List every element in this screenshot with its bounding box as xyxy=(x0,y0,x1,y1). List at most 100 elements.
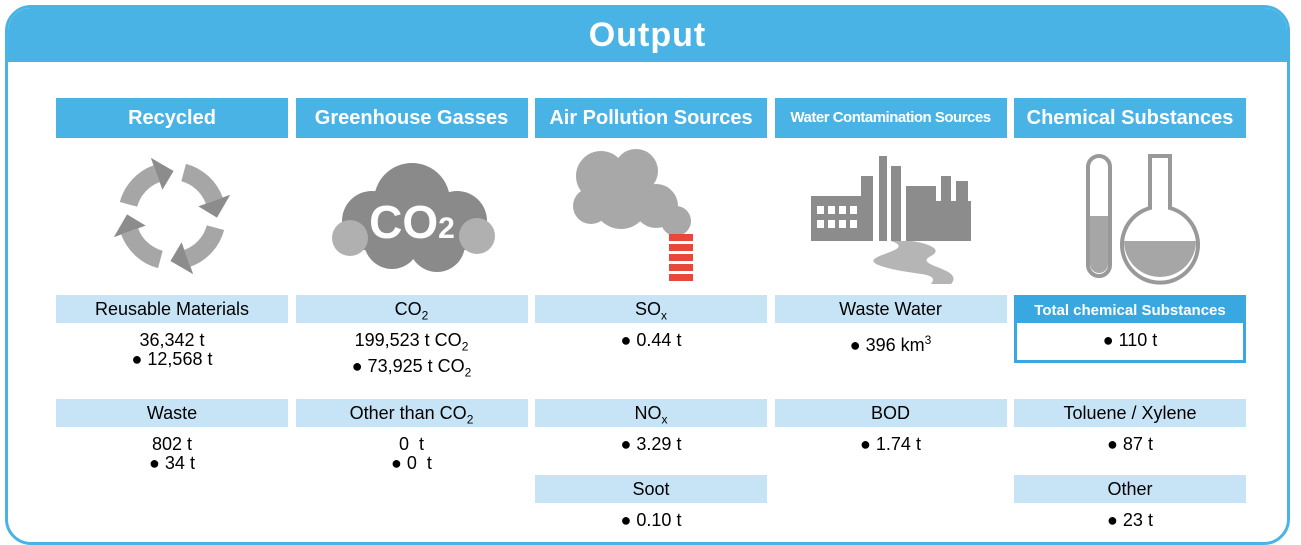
value-line: ● 73,925 t CO2 xyxy=(296,355,528,383)
group-label-text: Other than CO xyxy=(349,403,467,423)
group: BOD ● 1.74 t xyxy=(774,399,1007,454)
group-label: Waste Water xyxy=(774,295,1007,323)
group-label: Waste xyxy=(56,399,288,427)
group-label-text-sub: x xyxy=(661,412,668,427)
value-text: 199,523 t CO xyxy=(354,330,462,350)
value-line: ● 34 t xyxy=(56,454,288,473)
value-line: ● 110 t xyxy=(1017,331,1243,350)
group-label: BOD xyxy=(774,399,1007,427)
value-line: ● 23 t xyxy=(1014,511,1246,530)
group-label: CO2 xyxy=(295,295,528,323)
group: Other ● 23 t xyxy=(1014,475,1246,530)
group-values: ● 0.44 t xyxy=(535,323,767,350)
value-line: ● 0.10 t xyxy=(535,511,767,530)
group-values: 0 t ● 0 t xyxy=(296,427,528,473)
group-label: NOx xyxy=(535,399,767,427)
group-label-text-sub: x xyxy=(661,308,667,323)
group: Soot ● 0.10 t xyxy=(535,475,767,530)
group-label-text: Waste xyxy=(146,403,198,423)
icon-label: CO2 xyxy=(369,196,455,248)
value-text: ● 396 km xyxy=(849,335,925,355)
column: Air Pollution Sources SOx ● 0.44 t NOx ● 3.… xyxy=(535,98,767,542)
group-label-text: Toluene / Xylene xyxy=(1063,403,1197,423)
group-values: 36,342 t ● 12,568 t xyxy=(56,323,288,369)
column-icon xyxy=(1086,154,1200,285)
value-line: 199,523 t CO2 xyxy=(296,331,528,357)
group-values: ● 3.29 t xyxy=(535,427,767,454)
column-header: Chemical Substances xyxy=(1014,98,1246,138)
group: Other than CO2 0 t ● 0 t xyxy=(295,399,528,473)
column-header: Recycled xyxy=(56,98,288,138)
column-icon xyxy=(573,149,693,281)
group: Total chemical Substances ● 110 t xyxy=(1014,295,1246,363)
group-values: ● 396 km3 xyxy=(775,323,1007,355)
value-text: ● 1.74 t xyxy=(860,434,921,454)
value-text: ● 3.29 t xyxy=(620,434,682,454)
group: Waste Water ● 396 km3 xyxy=(774,295,1007,355)
column-header: Greenhouse Gasses xyxy=(295,98,528,138)
column-header: Air Pollution Sources xyxy=(535,98,767,138)
value-line: 0 t xyxy=(296,435,528,454)
group-label: Toluene / Xylene xyxy=(1014,399,1246,427)
group-values: ● 23 t xyxy=(1014,503,1246,530)
value-text-sub: 2 xyxy=(461,339,469,354)
group-label-text: Other xyxy=(1107,479,1153,499)
column: Greenhouse Gasses CO2 CO2 199,523 t CO2 ● 7… xyxy=(295,98,528,542)
value-line: ● 1.74 t xyxy=(775,435,1007,454)
group-label-text: Soot xyxy=(632,479,670,499)
value-line: ● 396 km3 xyxy=(775,331,1007,355)
value-line: ● 87 t xyxy=(1014,435,1246,454)
group-label: Reusable Materials xyxy=(56,295,288,323)
value-line: 36,342 t xyxy=(56,331,288,350)
column-icon: CO2 xyxy=(331,163,495,272)
group-label-text: Waste Water xyxy=(839,299,942,319)
value-text: 802 t xyxy=(151,434,193,454)
group: Waste 802 t ● 34 t xyxy=(56,399,288,473)
group-label-text-sub: 2 xyxy=(421,308,429,323)
group-label: SOx xyxy=(535,295,767,323)
value-text: ● 73,925 t CO xyxy=(351,355,465,376)
group-values: ● 0.10 t xyxy=(535,503,767,530)
output-panel: Output Recycled Reusable Materials 36,342 … xyxy=(5,5,1290,545)
value-text: 0 t xyxy=(398,434,424,454)
group-label: Other xyxy=(1014,475,1246,503)
group-label-text: SO xyxy=(634,299,661,319)
group-label: Total chemical Substances xyxy=(1017,298,1243,323)
group-label: Other than CO2 xyxy=(295,399,528,427)
group: NOx ● 3.29 t xyxy=(535,399,767,454)
group: Reusable Materials 36,342 t ● 12,568 t xyxy=(56,295,288,369)
group-values: ● 87 t xyxy=(1014,427,1246,454)
group-label-text: Total chemical Substances xyxy=(1034,302,1226,319)
column: Recycled Reusable Materials 36,342 t ● 12,5… xyxy=(56,98,288,542)
value-line: ● 0.44 t xyxy=(535,331,767,350)
group-box: Total chemical Substances ● 110 t xyxy=(1014,295,1246,363)
group-values: 199,523 t CO2 ● 73,925 t CO2 xyxy=(296,323,528,382)
group-label-text: BOD xyxy=(870,403,910,423)
group-values: ● 110 t xyxy=(1017,323,1243,350)
column: Chemical Substances Total chemical Subst… xyxy=(1014,98,1246,542)
value-text-sub: 2 xyxy=(464,365,472,380)
group-label-text-sub: 2 xyxy=(466,412,474,427)
group: CO2 199,523 t CO2 ● 73,925 t CO2 xyxy=(295,295,528,382)
value-text: ● 0.10 t xyxy=(620,510,682,530)
value-line: ● 3.29 t xyxy=(535,435,767,454)
panel-title: Output xyxy=(8,8,1287,62)
group: Toluene / Xylene ● 87 t xyxy=(1014,399,1246,454)
value-text: ● 0.44 t xyxy=(620,330,682,350)
column: Water Contamination Sources Waste Water ●… xyxy=(774,98,1007,542)
column-header: Water Contamination Sources xyxy=(774,98,1007,138)
group: SOx ● 0.44 t xyxy=(535,295,767,350)
icon-label-text: CO xyxy=(369,196,438,248)
value-text: ● 87 t xyxy=(1107,434,1153,454)
value-text: ● 34 t xyxy=(149,453,195,473)
value-text-sup: 3 xyxy=(924,333,932,347)
group-values: ● 1.74 t xyxy=(775,427,1007,454)
group-label-text: NO xyxy=(634,403,662,423)
value-text: ● 110 t xyxy=(1102,330,1158,350)
column-icon xyxy=(810,156,971,284)
value-text: 36,342 t xyxy=(139,330,205,350)
value-text: ● 0 t xyxy=(391,453,432,473)
group-label-text: Reusable Materials xyxy=(94,299,250,319)
value-text: ● 23 t xyxy=(1107,510,1153,530)
